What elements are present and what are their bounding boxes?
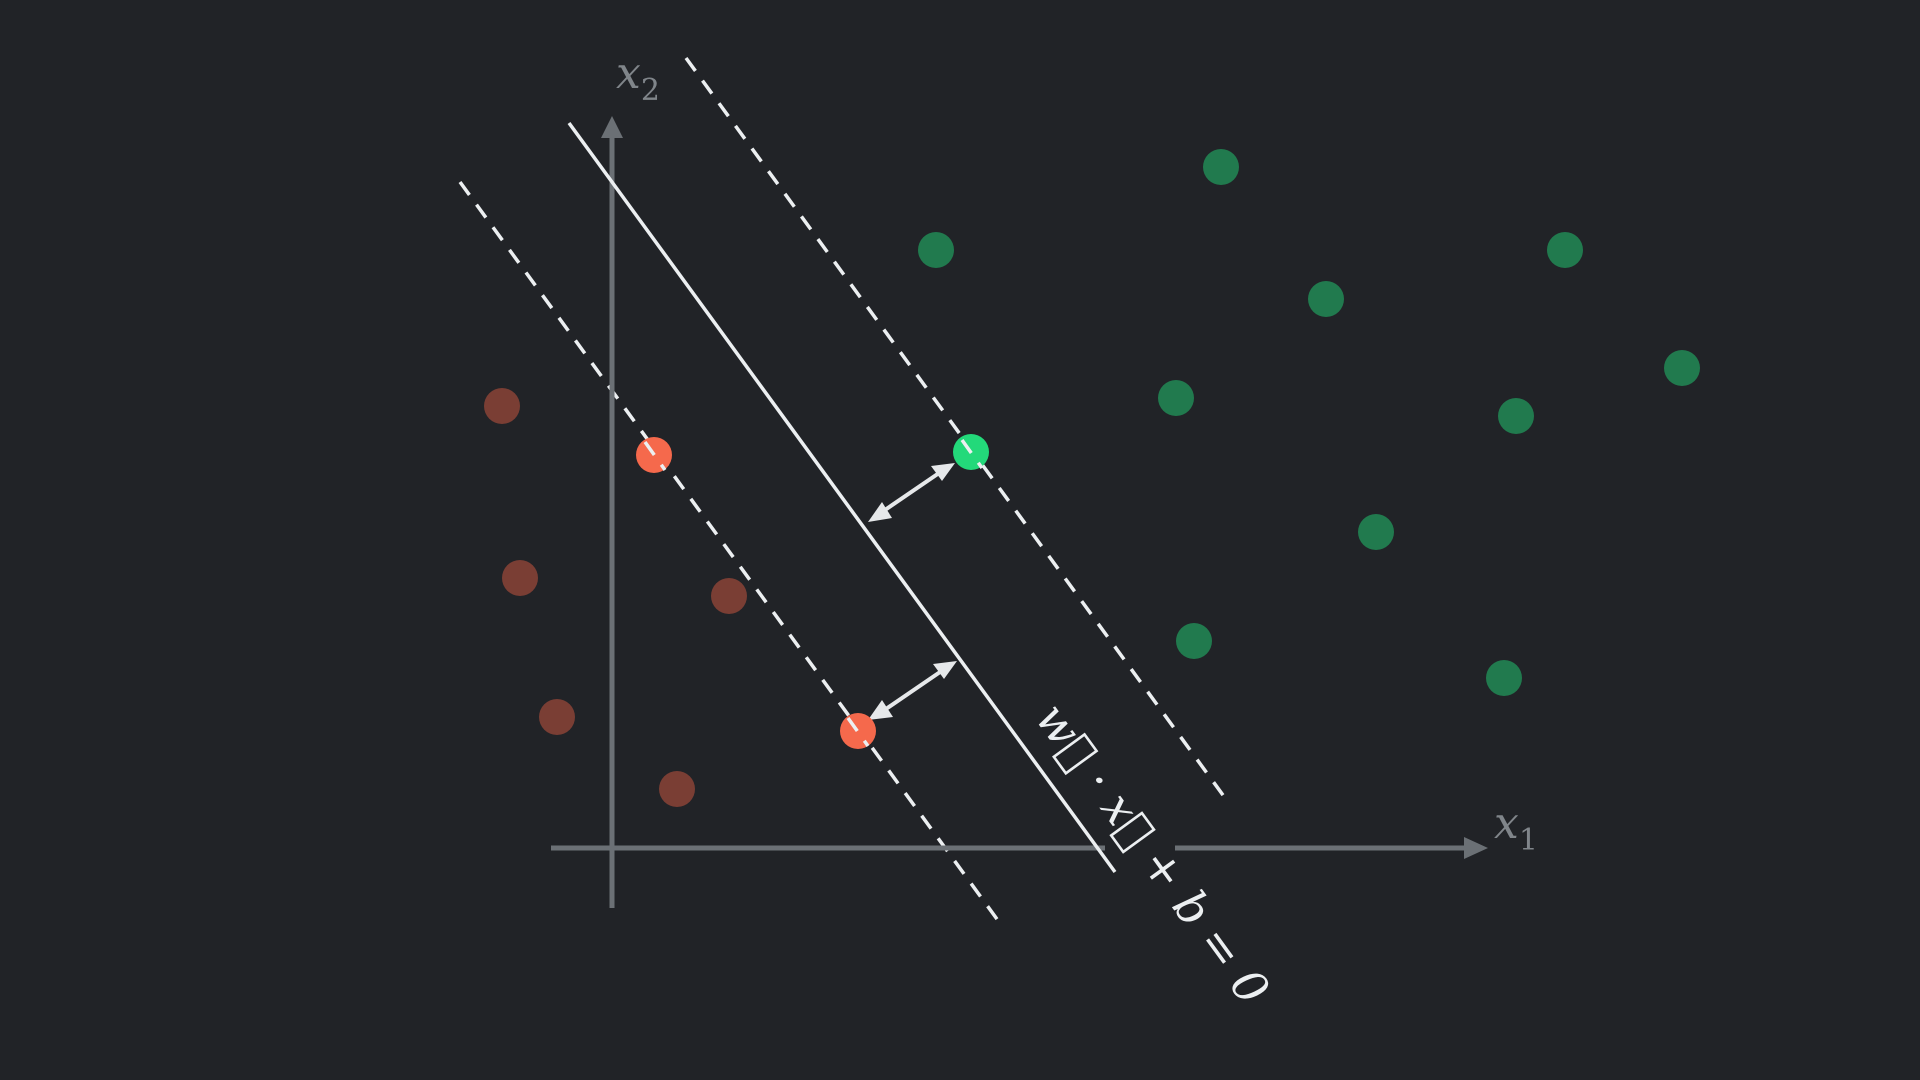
lower-margin-arrow xyxy=(881,668,945,713)
lower-margin-line xyxy=(458,180,1004,928)
lower-margin-arrow-head-right xyxy=(933,661,957,679)
class-positive-point xyxy=(1176,623,1212,659)
hyperplane-equation-label: w⃗ · x⃗ + b = 0 xyxy=(1025,693,1280,1015)
axes: x2 x1 xyxy=(551,48,1538,908)
upper-margin-arrow-head-right xyxy=(931,463,955,481)
class-negative-point xyxy=(711,578,747,614)
class-negative-points xyxy=(484,388,876,807)
class-negative-point xyxy=(484,388,520,424)
class-negative-point xyxy=(539,699,575,735)
class-positive-point xyxy=(1664,350,1700,386)
class-positive-point xyxy=(1158,380,1194,416)
upper-margin-line xyxy=(684,56,1230,804)
y-axis-label: x2 xyxy=(616,48,660,108)
lower-margin-line-over-point xyxy=(643,440,667,472)
class-positive-points xyxy=(918,149,1700,696)
y-axis-arrowhead xyxy=(601,116,623,138)
x-axis-label: x1 xyxy=(1494,798,1538,858)
class-positive-point xyxy=(1358,514,1394,550)
class-negative-support-vector xyxy=(840,713,876,749)
class-positive-point xyxy=(918,232,954,268)
class-positive-point xyxy=(1498,398,1534,434)
upper-margin-arrow-head-left xyxy=(868,502,892,522)
class-positive-point xyxy=(1203,149,1239,185)
class-positive-point xyxy=(1547,232,1583,268)
x-axis-arrowhead xyxy=(1464,837,1488,859)
upper-margin-arrow xyxy=(880,469,944,514)
class-negative-point xyxy=(659,771,695,807)
margin-arrows xyxy=(868,463,957,720)
class-negative-point xyxy=(502,560,538,596)
decision-boundary-line xyxy=(567,121,1117,874)
class-positive-point xyxy=(1486,660,1522,696)
lower-margin-line-over-point xyxy=(846,716,870,748)
upper-margin-line-over-point xyxy=(960,438,984,470)
lower-margin-arrow-head-left xyxy=(868,700,893,720)
class-positive-point xyxy=(1308,281,1344,317)
